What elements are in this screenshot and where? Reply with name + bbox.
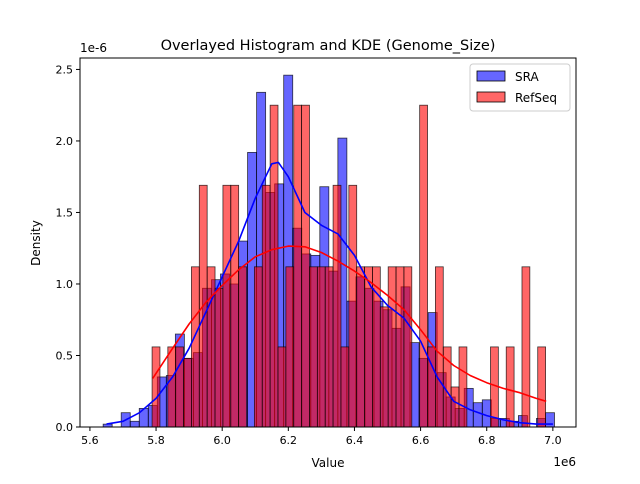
y-tick-label: 0.5 bbox=[56, 349, 74, 362]
bar-refseq bbox=[324, 266, 334, 428]
y-tick-label: 1.0 bbox=[56, 278, 74, 291]
kde-lines bbox=[106, 161, 553, 425]
bar-refseq bbox=[277, 346, 287, 428]
bar-refseq bbox=[293, 104, 303, 428]
bar-refseq bbox=[521, 266, 531, 428]
bar-refseq bbox=[379, 306, 389, 428]
x-axis: 5.6 5.8 6.0 6.2 6.4 6.6 6.8 7.0 bbox=[81, 427, 562, 447]
y-axis-label: Density bbox=[29, 220, 43, 266]
legend-label-refseq: RefSeq bbox=[515, 91, 557, 105]
bar-refseq bbox=[301, 104, 310, 428]
bar-refseq bbox=[183, 357, 192, 428]
bar-refseq bbox=[387, 266, 397, 428]
bar-refseq bbox=[395, 266, 405, 428]
bar-refseq bbox=[403, 266, 413, 428]
bar-refseq bbox=[340, 346, 350, 428]
bar-sra bbox=[481, 399, 492, 428]
bar-refseq bbox=[191, 266, 200, 428]
bar-refseq bbox=[285, 266, 295, 428]
x-tick-label: 6.8 bbox=[478, 434, 496, 447]
bar-refseq bbox=[348, 184, 358, 428]
bar-refseq bbox=[214, 287, 224, 428]
y-axis: 0.0 0.5 1.0 1.5 2.0 2.5 bbox=[56, 63, 80, 434]
x-tick-label: 6.4 bbox=[346, 434, 364, 447]
y-offset-label: 1e-6 bbox=[80, 41, 107, 55]
bars bbox=[102, 74, 555, 428]
legend-label-sra: SRA bbox=[515, 70, 539, 84]
y-tick-label: 2.5 bbox=[56, 63, 74, 76]
y-tick-label: 1.5 bbox=[56, 206, 74, 219]
x-axis-label: Value bbox=[312, 456, 345, 470]
x-tick-label: 6.0 bbox=[213, 434, 231, 447]
x-tick-label: 7.0 bbox=[544, 434, 562, 447]
x-tick-label: 5.8 bbox=[147, 434, 165, 447]
bar-refseq bbox=[167, 346, 177, 428]
legend-swatch-refseq bbox=[476, 91, 506, 103]
plot-frame bbox=[79, 57, 577, 428]
bar-refseq bbox=[450, 386, 460, 428]
bar-refseq bbox=[505, 346, 515, 428]
x-offset-label: 1e6 bbox=[553, 455, 576, 469]
bar-refseq bbox=[151, 346, 161, 428]
bar-refseq bbox=[206, 266, 216, 428]
bar-refseq bbox=[332, 184, 342, 428]
bar-refseq bbox=[309, 266, 318, 428]
bar-sra bbox=[129, 420, 140, 428]
bar-refseq bbox=[419, 104, 428, 428]
bar-refseq bbox=[458, 346, 468, 428]
x-tick-label: 6.6 bbox=[412, 434, 430, 447]
y-tick-label: 0.0 bbox=[56, 421, 74, 434]
legend: SRA RefSeq bbox=[469, 63, 571, 112]
bar-refseq bbox=[364, 266, 373, 428]
x-tick-label: 6.2 bbox=[280, 434, 298, 447]
legend-swatch-sra bbox=[476, 70, 506, 82]
bar-refseq bbox=[435, 266, 444, 428]
kde-line-refseq bbox=[152, 245, 547, 403]
bar-refseq bbox=[537, 346, 546, 428]
bar-refseq bbox=[253, 266, 263, 428]
bar-refseq bbox=[269, 104, 279, 428]
bar-refseq bbox=[356, 266, 365, 428]
bar-refseq bbox=[222, 184, 232, 428]
bar-refseq bbox=[230, 184, 240, 428]
chart-title: Overlayed Histogram and KDE (Genome_Size… bbox=[161, 38, 496, 54]
bar-refseq bbox=[238, 266, 247, 428]
bar-sra bbox=[472, 402, 483, 428]
kde-line-sra bbox=[106, 161, 553, 425]
y-tick-label: 2.0 bbox=[56, 135, 74, 148]
bar-refseq bbox=[261, 184, 271, 428]
bar-refseq bbox=[316, 266, 326, 428]
x-tick-label: 5.6 bbox=[81, 434, 99, 447]
